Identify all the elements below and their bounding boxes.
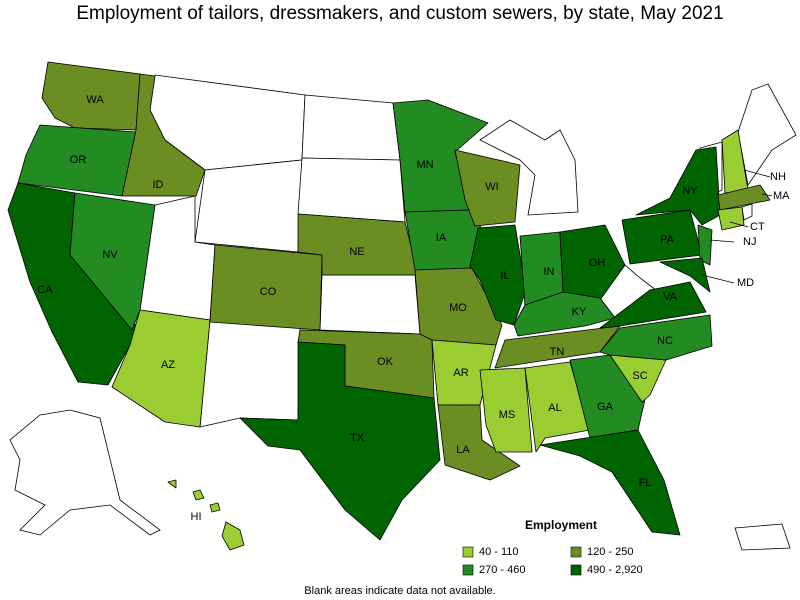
state-label: NV (102, 249, 118, 261)
state-blank (734, 523, 791, 551)
state (221, 521, 245, 551)
state-label: OH (589, 257, 606, 269)
legend-swatch (570, 564, 582, 576)
state-label: MD (737, 277, 754, 289)
state-label: MN (416, 159, 433, 171)
callout-line (729, 221, 749, 228)
state-label: OR (70, 154, 87, 166)
state-label: NY (682, 185, 698, 197)
state-label: AZ (161, 359, 175, 371)
state (209, 502, 221, 513)
legend-title: Employment (525, 518, 597, 532)
state-label: WA (86, 94, 104, 106)
state (192, 489, 205, 501)
state-label: OK (377, 356, 394, 368)
state-label: AR (453, 367, 468, 379)
state (17, 124, 137, 197)
callout-line (743, 169, 771, 178)
state (167, 479, 177, 489)
state-label: CO (260, 286, 277, 298)
state-label: SC (632, 370, 647, 382)
state-label: NJ (743, 236, 756, 248)
state-blank (199, 319, 301, 428)
state-label: IA (436, 232, 447, 244)
state-label: IN (544, 266, 555, 278)
state-label: NC (657, 335, 673, 347)
state-label: TN (550, 346, 565, 358)
state (513, 291, 616, 337)
state-label: NE (349, 246, 364, 258)
state-label: FL (639, 477, 652, 489)
state-label: LA (456, 444, 470, 456)
states: WA OR CA NV ID AZ CO NE OK TX MN IA MO AR LA WI IL IN OH KY… (7, 61, 790, 551)
state (717, 206, 745, 231)
state-label: GA (597, 401, 614, 413)
state (659, 257, 711, 293)
state (717, 184, 771, 211)
state-label: TX (350, 432, 365, 444)
legend: Employment 40 - 110 120 - 250 270 - 460 490… (462, 518, 643, 576)
state-label: IL (500, 270, 509, 282)
state (635, 146, 721, 226)
state-blank (479, 119, 579, 216)
state (599, 281, 707, 329)
state (69, 192, 156, 331)
state-label: VA (663, 291, 678, 303)
state (239, 341, 441, 541)
legend-swatch (462, 564, 474, 576)
callout-line (761, 193, 773, 197)
state (121, 73, 206, 197)
state-blank (737, 83, 797, 187)
state-label: MO (449, 302, 467, 314)
legend-label: 40 - 110 (479, 546, 519, 558)
state (697, 224, 713, 266)
state (559, 224, 626, 301)
state-label: NH (770, 171, 786, 183)
state-blank (194, 159, 303, 253)
state (437, 404, 521, 481)
state-label: CT (750, 221, 765, 233)
state-label: HI (191, 511, 202, 523)
state (297, 213, 419, 276)
legend-swatch (462, 546, 474, 558)
state-blank (297, 157, 406, 223)
legend-swatch (570, 546, 582, 558)
state (479, 367, 533, 453)
state (524, 361, 591, 453)
legend-label: 270 - 460 (479, 564, 525, 576)
state (539, 429, 681, 536)
map-title: Employment of tailors, dressmakers, and … (76, 3, 723, 24)
state (469, 224, 527, 326)
state-label: WI (485, 181, 498, 193)
state-label: AL (548, 402, 561, 414)
legend-label: 490 - 2,920 (587, 564, 643, 576)
state-blank (319, 274, 421, 335)
state-blank (9, 409, 161, 536)
state-label: PA (660, 234, 675, 246)
callout-line (701, 274, 735, 284)
state-label: MA (773, 190, 790, 202)
state-blank (301, 94, 401, 161)
state-label: CA (37, 284, 53, 296)
state (209, 244, 323, 331)
callout-line (709, 239, 735, 243)
state-label: KY (572, 306, 587, 318)
state-label: ID (153, 179, 164, 191)
state (454, 149, 521, 227)
footnote: Blank areas indicate data not available. (304, 585, 495, 597)
callouts (701, 169, 773, 284)
state-label: MS (499, 409, 516, 421)
legend-label: 120 - 250 (587, 546, 633, 558)
state (599, 314, 713, 361)
